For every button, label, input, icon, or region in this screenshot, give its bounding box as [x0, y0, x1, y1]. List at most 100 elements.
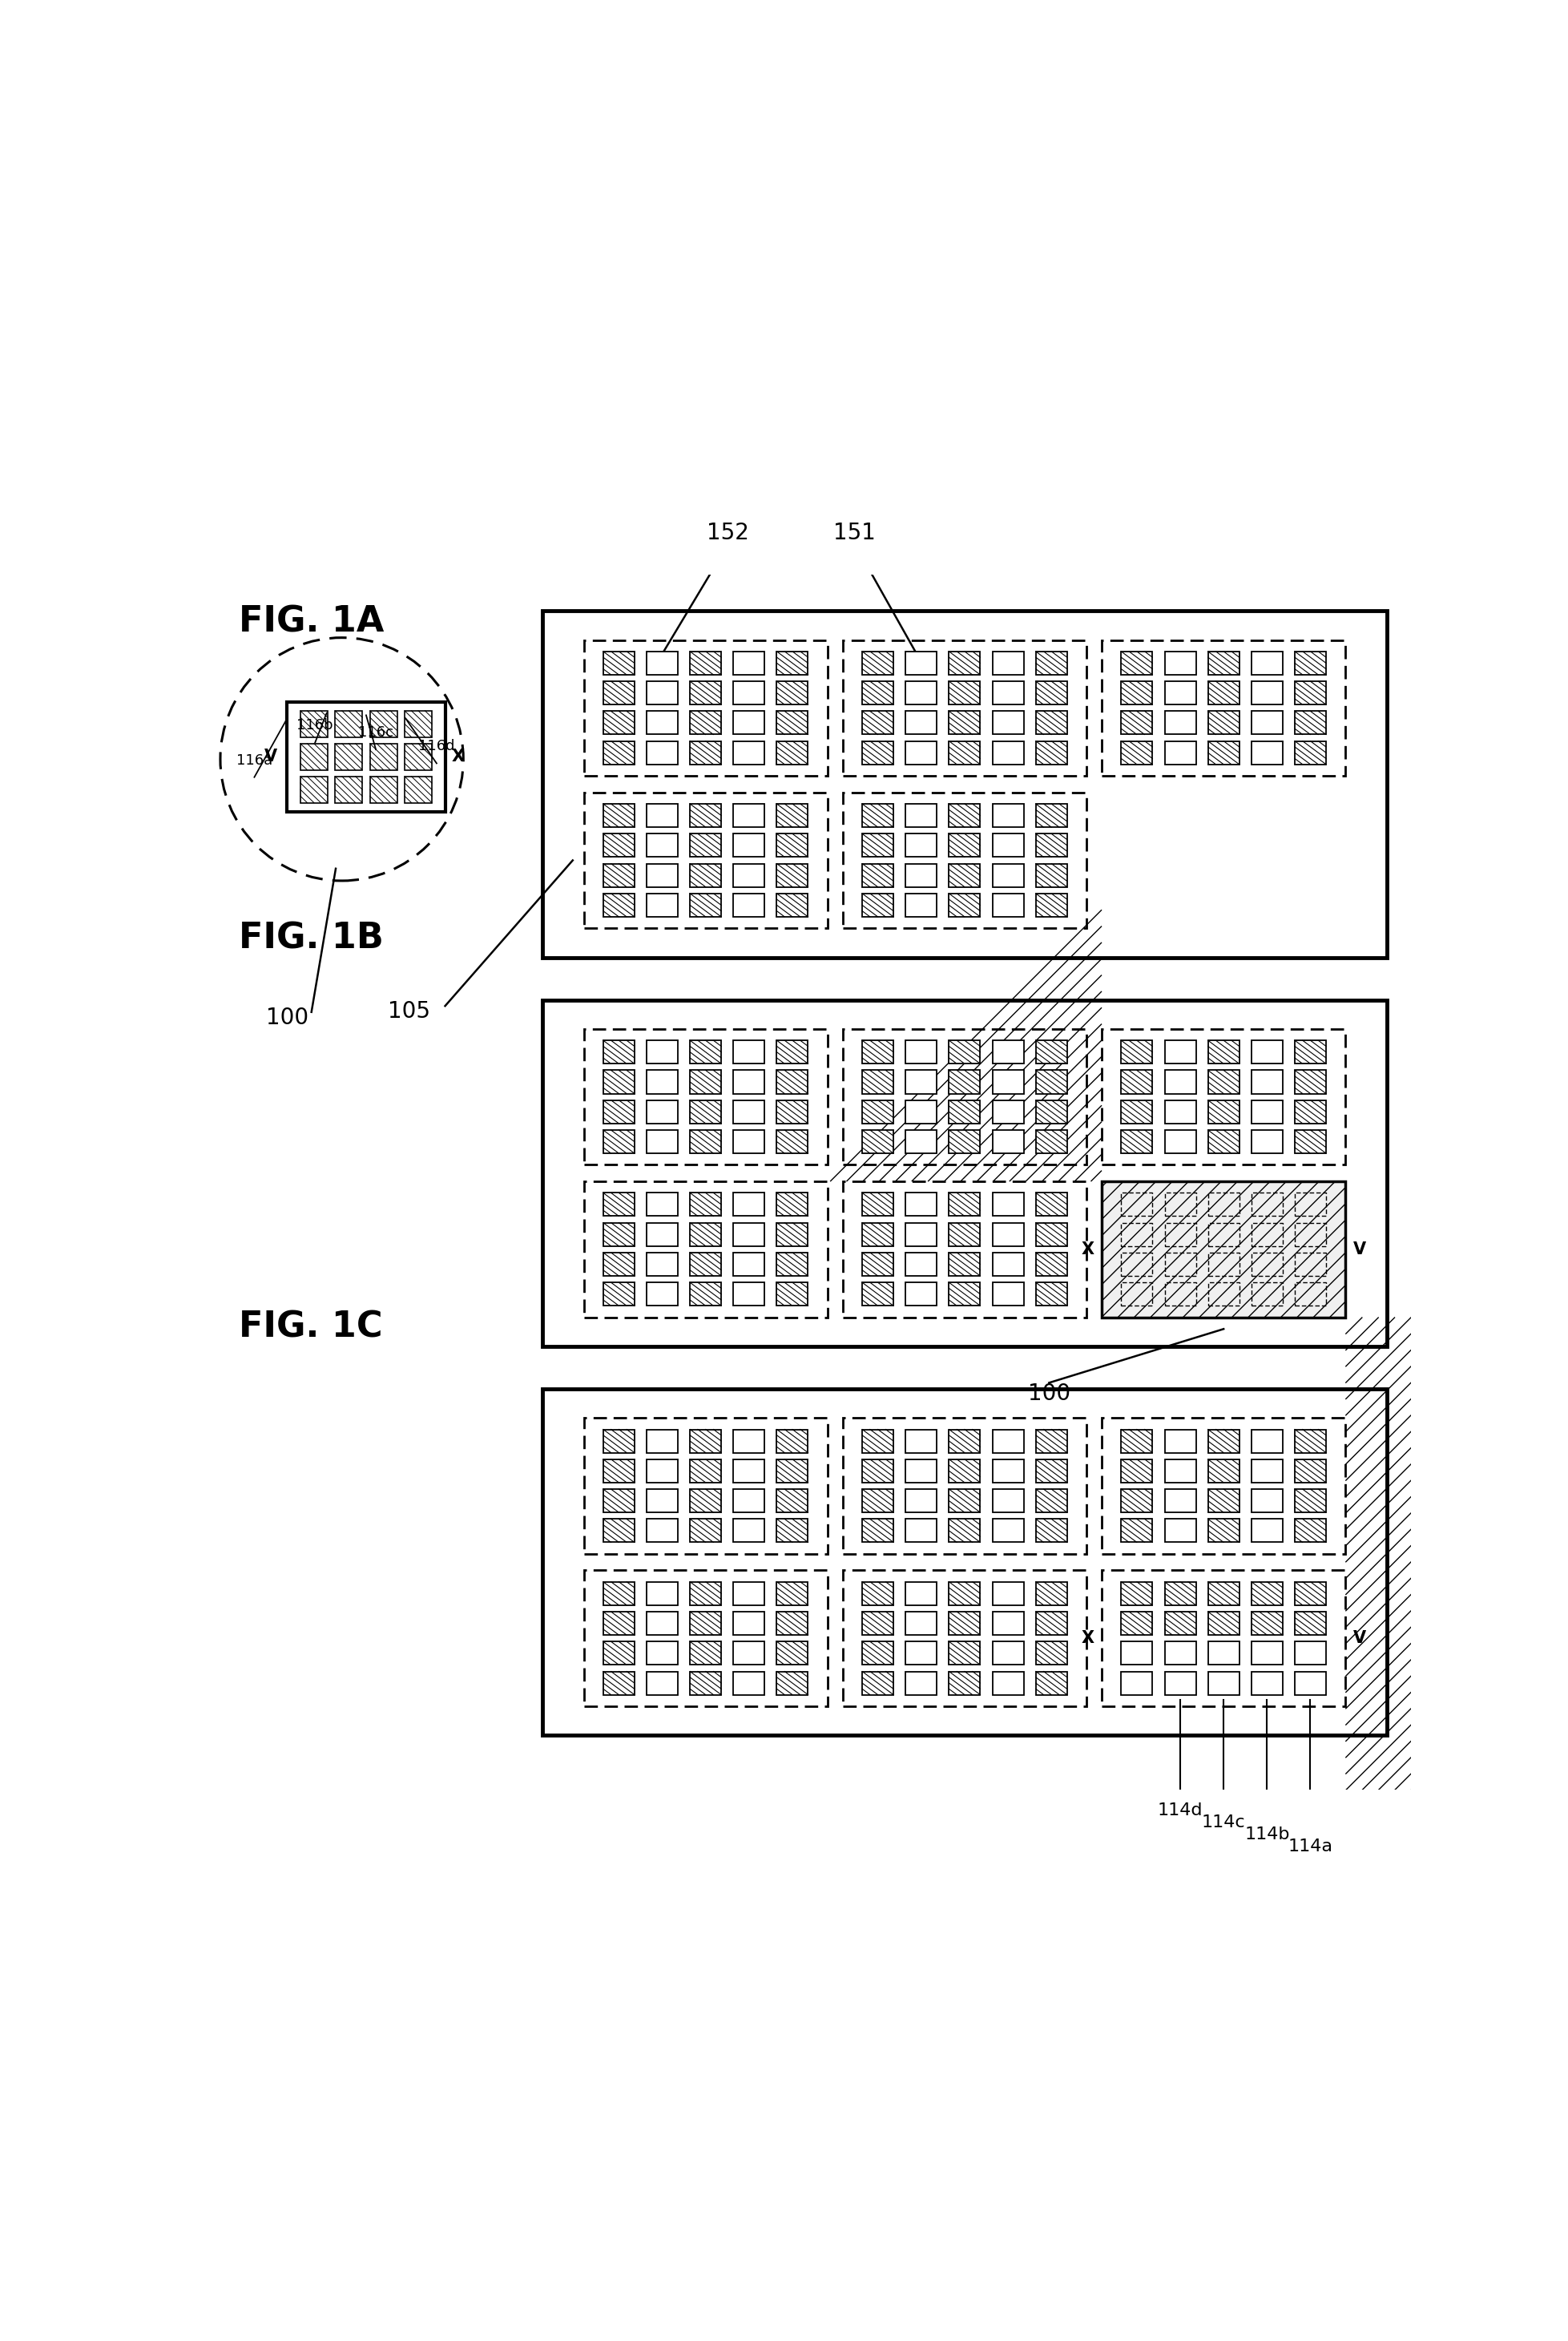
- Bar: [776, 1519, 808, 1543]
- Bar: [776, 651, 808, 674]
- Bar: [1251, 1519, 1283, 1543]
- Text: V: V: [1353, 1241, 1366, 1257]
- Bar: [993, 1489, 1024, 1512]
- Bar: [906, 1611, 936, 1634]
- Bar: [646, 1519, 677, 1543]
- Bar: [776, 1194, 808, 1215]
- Bar: [604, 864, 635, 887]
- Bar: [543, 1388, 1388, 1735]
- Bar: [734, 1430, 765, 1454]
- Bar: [1121, 742, 1152, 766]
- Bar: [690, 1222, 721, 1245]
- Bar: [336, 777, 362, 803]
- Bar: [1295, 1611, 1327, 1634]
- Bar: [646, 1252, 677, 1276]
- Bar: [862, 742, 894, 766]
- Bar: [690, 803, 721, 826]
- Bar: [906, 1283, 936, 1306]
- Bar: [1165, 1039, 1196, 1063]
- Bar: [1295, 1641, 1327, 1664]
- Bar: [993, 1430, 1024, 1454]
- Bar: [1036, 1671, 1068, 1695]
- Bar: [734, 1100, 765, 1124]
- Bar: [1121, 1070, 1152, 1093]
- Text: X: X: [452, 749, 464, 766]
- Bar: [1121, 1611, 1152, 1634]
- Bar: [1121, 1100, 1152, 1124]
- Bar: [646, 1583, 677, 1606]
- Bar: [690, 1611, 721, 1634]
- Bar: [1121, 1458, 1152, 1482]
- Bar: [906, 1583, 936, 1606]
- Bar: [734, 1611, 765, 1634]
- Bar: [1207, 651, 1239, 674]
- Bar: [1207, 1671, 1239, 1695]
- Bar: [1295, 742, 1327, 766]
- Bar: [949, 651, 980, 674]
- Text: V: V: [265, 749, 278, 766]
- Bar: [1207, 1430, 1239, 1454]
- Bar: [949, 1283, 980, 1306]
- Bar: [906, 712, 936, 735]
- Bar: [1102, 1571, 1345, 1707]
- Bar: [1165, 1283, 1196, 1306]
- Bar: [1121, 1039, 1152, 1063]
- Bar: [949, 1100, 980, 1124]
- Bar: [646, 1222, 677, 1245]
- Bar: [1207, 1489, 1239, 1512]
- Bar: [1251, 1283, 1283, 1306]
- Bar: [734, 1458, 765, 1482]
- Bar: [1121, 712, 1152, 735]
- Bar: [993, 1641, 1024, 1664]
- Bar: [862, 1070, 894, 1093]
- Bar: [776, 803, 808, 826]
- Bar: [1207, 1131, 1239, 1154]
- Bar: [646, 681, 677, 705]
- Bar: [1295, 1039, 1327, 1063]
- Bar: [949, 1430, 980, 1454]
- Bar: [993, 1222, 1024, 1245]
- Bar: [862, 1039, 894, 1063]
- Bar: [1295, 1252, 1327, 1276]
- Bar: [583, 1030, 828, 1166]
- Bar: [1165, 1222, 1196, 1245]
- Bar: [1251, 1641, 1283, 1664]
- Bar: [1295, 1283, 1327, 1306]
- Bar: [949, 864, 980, 887]
- Bar: [690, 681, 721, 705]
- Bar: [776, 681, 808, 705]
- Bar: [1036, 1039, 1068, 1063]
- Bar: [906, 803, 936, 826]
- Bar: [1251, 712, 1283, 735]
- Bar: [776, 1489, 808, 1512]
- Bar: [1295, 1070, 1327, 1093]
- Text: 114c: 114c: [1201, 1814, 1245, 1831]
- Bar: [842, 639, 1087, 775]
- Bar: [583, 639, 828, 775]
- Bar: [583, 1182, 828, 1318]
- Bar: [370, 712, 397, 737]
- Bar: [862, 803, 894, 826]
- Bar: [1295, 1671, 1327, 1695]
- Bar: [776, 894, 808, 918]
- Bar: [906, 1641, 936, 1664]
- Bar: [1165, 1194, 1196, 1215]
- Bar: [1165, 1611, 1196, 1634]
- Bar: [862, 651, 894, 674]
- Bar: [776, 1100, 808, 1124]
- Bar: [734, 803, 765, 826]
- Bar: [604, 803, 635, 826]
- Bar: [949, 1194, 980, 1215]
- Bar: [906, 894, 936, 918]
- Bar: [993, 742, 1024, 766]
- Bar: [1165, 1671, 1196, 1695]
- Bar: [690, 1194, 721, 1215]
- Bar: [1036, 651, 1068, 674]
- Bar: [842, 794, 1087, 929]
- Bar: [1251, 1039, 1283, 1063]
- Bar: [862, 1222, 894, 1245]
- Bar: [776, 864, 808, 887]
- Bar: [776, 1283, 808, 1306]
- Bar: [906, 681, 936, 705]
- Text: 105: 105: [387, 1000, 430, 1023]
